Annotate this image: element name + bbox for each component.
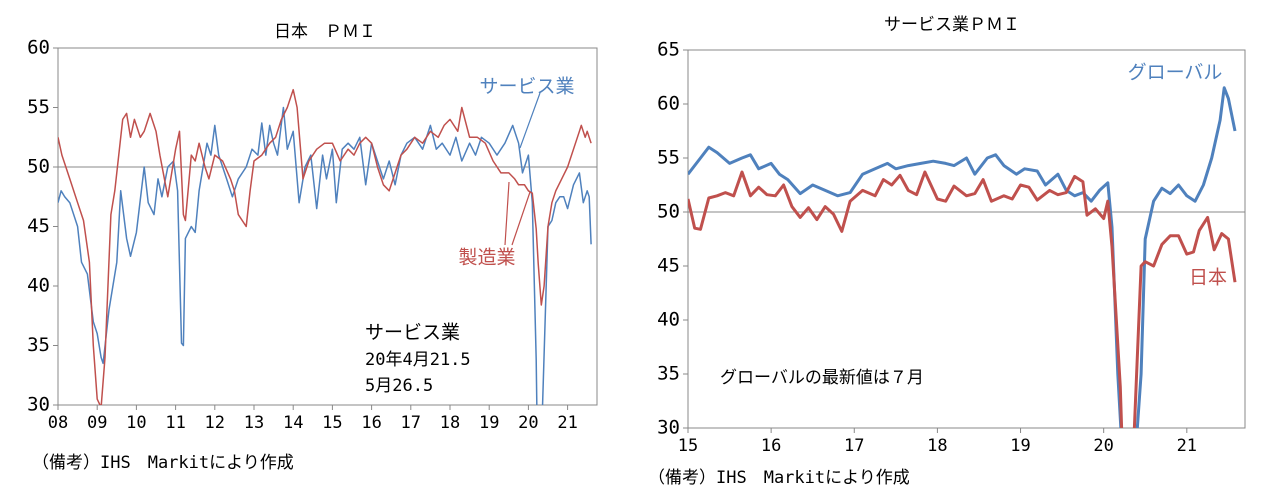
y-tick-label: 65 <box>657 39 680 61</box>
y-tick-label: 40 <box>27 275 50 297</box>
x-tick-label: 11 <box>165 413 185 433</box>
annotation: グローバルの最新値は７月 <box>720 368 924 388</box>
x-tick-label: 14 <box>283 413 303 433</box>
chart-title: 日本 ＰＭＩ <box>274 22 376 42</box>
x-tick-label: 20 <box>1093 436 1113 456</box>
x-tick-label: 20 <box>518 413 538 433</box>
y-tick-label: 45 <box>657 255 680 277</box>
x-tick-label: 10 <box>126 413 146 433</box>
plot-frame <box>687 49 1246 429</box>
annotation: サービス業 <box>365 322 460 344</box>
x-tick-label: 12 <box>205 413 225 433</box>
x-tick-label: 17 <box>401 413 421 433</box>
note: （備考）IHS Markitにより作成 <box>648 468 910 488</box>
y-tick-label: 45 <box>27 215 50 237</box>
y-tick-label: 40 <box>657 309 680 331</box>
series-label: 日本 <box>1189 267 1227 289</box>
x-tick-label: 18 <box>927 436 947 456</box>
x-tick-label: 08 <box>48 413 68 433</box>
annotation: 5月26.5 <box>365 376 433 396</box>
y-tick-label: 30 <box>657 417 680 439</box>
note: （備考）IHS Markitにより作成 <box>32 453 294 473</box>
series-line <box>58 88 592 405</box>
y-tick-label: 50 <box>657 201 680 223</box>
x-tick-label: 09 <box>87 413 107 433</box>
series-label: 製造業 <box>458 247 515 269</box>
x-tick-label: 16 <box>361 413 381 433</box>
x-tick-label: 21 <box>557 413 577 433</box>
y-tick-label: 60 <box>27 37 50 59</box>
annotation: 20年4月21.5 <box>365 350 471 370</box>
plot-frame <box>57 47 598 406</box>
y-tick-label: 30 <box>27 394 50 416</box>
plot <box>58 88 592 405</box>
y-tick-label: 50 <box>27 156 50 178</box>
x-tick-label: 18 <box>440 413 460 433</box>
y-tick-label: 55 <box>657 147 680 169</box>
x-tick-label: 19 <box>1010 436 1030 456</box>
y-tick-label: 60 <box>657 93 680 115</box>
x-tick-label: 15 <box>678 436 698 456</box>
x-tick-label: 19 <box>479 413 499 433</box>
plot <box>688 86 1237 428</box>
series-line <box>688 86 1237 428</box>
series-label: サービス業 <box>479 76 574 98</box>
chart-title: サービス業ＰＭＩ <box>884 15 1020 35</box>
x-tick-label: 21 <box>1177 436 1197 456</box>
leader-line <box>504 181 510 246</box>
x-tick-label: 17 <box>844 436 864 456</box>
x-tick-label: 15 <box>322 413 342 433</box>
series-label: グローバル <box>1128 62 1223 84</box>
leader-line <box>519 92 541 149</box>
x-tick-label: 16 <box>761 436 781 456</box>
x-tick-label: 13 <box>244 413 264 433</box>
series-line <box>58 106 592 405</box>
y-tick-label: 55 <box>27 96 50 118</box>
series-line <box>688 170 1237 428</box>
y-tick-label: 35 <box>27 334 50 356</box>
leader-line <box>511 191 531 246</box>
y-tick-label: 35 <box>657 363 680 385</box>
